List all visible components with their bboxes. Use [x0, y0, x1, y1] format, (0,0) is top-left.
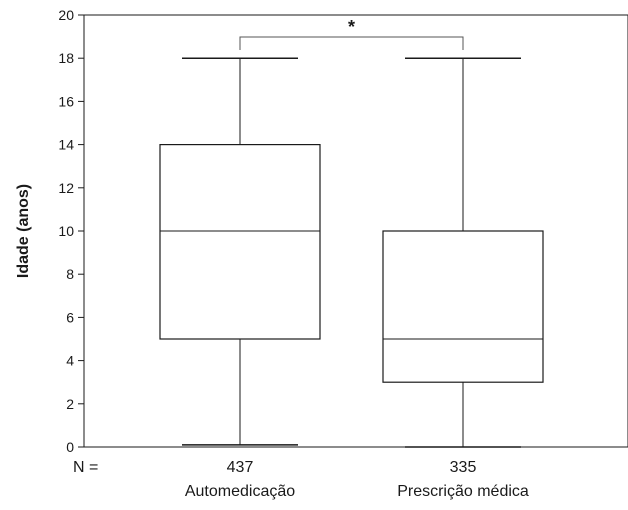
y-tick-label: 20	[58, 7, 74, 23]
y-tick-label: 14	[58, 137, 74, 153]
iqr-box	[159, 144, 321, 340]
y-tick-label: 2	[66, 396, 74, 412]
y-tick-label: 8	[66, 266, 74, 282]
significance-bracket: *	[239, 17, 464, 50]
y-tick-label: 18	[58, 50, 74, 66]
significance-star: *	[348, 17, 355, 37]
x-axis-labels: 437 Automedicação 335 Prescrição médica	[185, 459, 529, 500]
y-tick-label: 6	[66, 309, 74, 325]
y-tick-label: 12	[58, 180, 74, 196]
y-tick-label: 4	[66, 353, 74, 369]
n-value-label: 437	[227, 459, 254, 476]
category-label: Automedicação	[185, 483, 295, 500]
n-value-label: 335	[450, 459, 477, 476]
significance-bracket-line	[239, 36, 464, 50]
box-series	[159, 57, 321, 446]
y-tick-label: 16	[58, 93, 74, 109]
y-tick-label: 10	[58, 223, 74, 239]
y-axis: 0 2 4 6 8 10 12 14 16 18 20	[58, 7, 84, 455]
n-label: N =	[73, 459, 98, 476]
boxes-group	[159, 57, 544, 448]
iqr-box	[382, 230, 544, 383]
box-series	[382, 57, 544, 448]
y-axis-title: Idade (anos)	[15, 184, 32, 278]
y-tick-label: 0	[66, 439, 74, 455]
category-label: Prescrição médica	[397, 483, 529, 500]
